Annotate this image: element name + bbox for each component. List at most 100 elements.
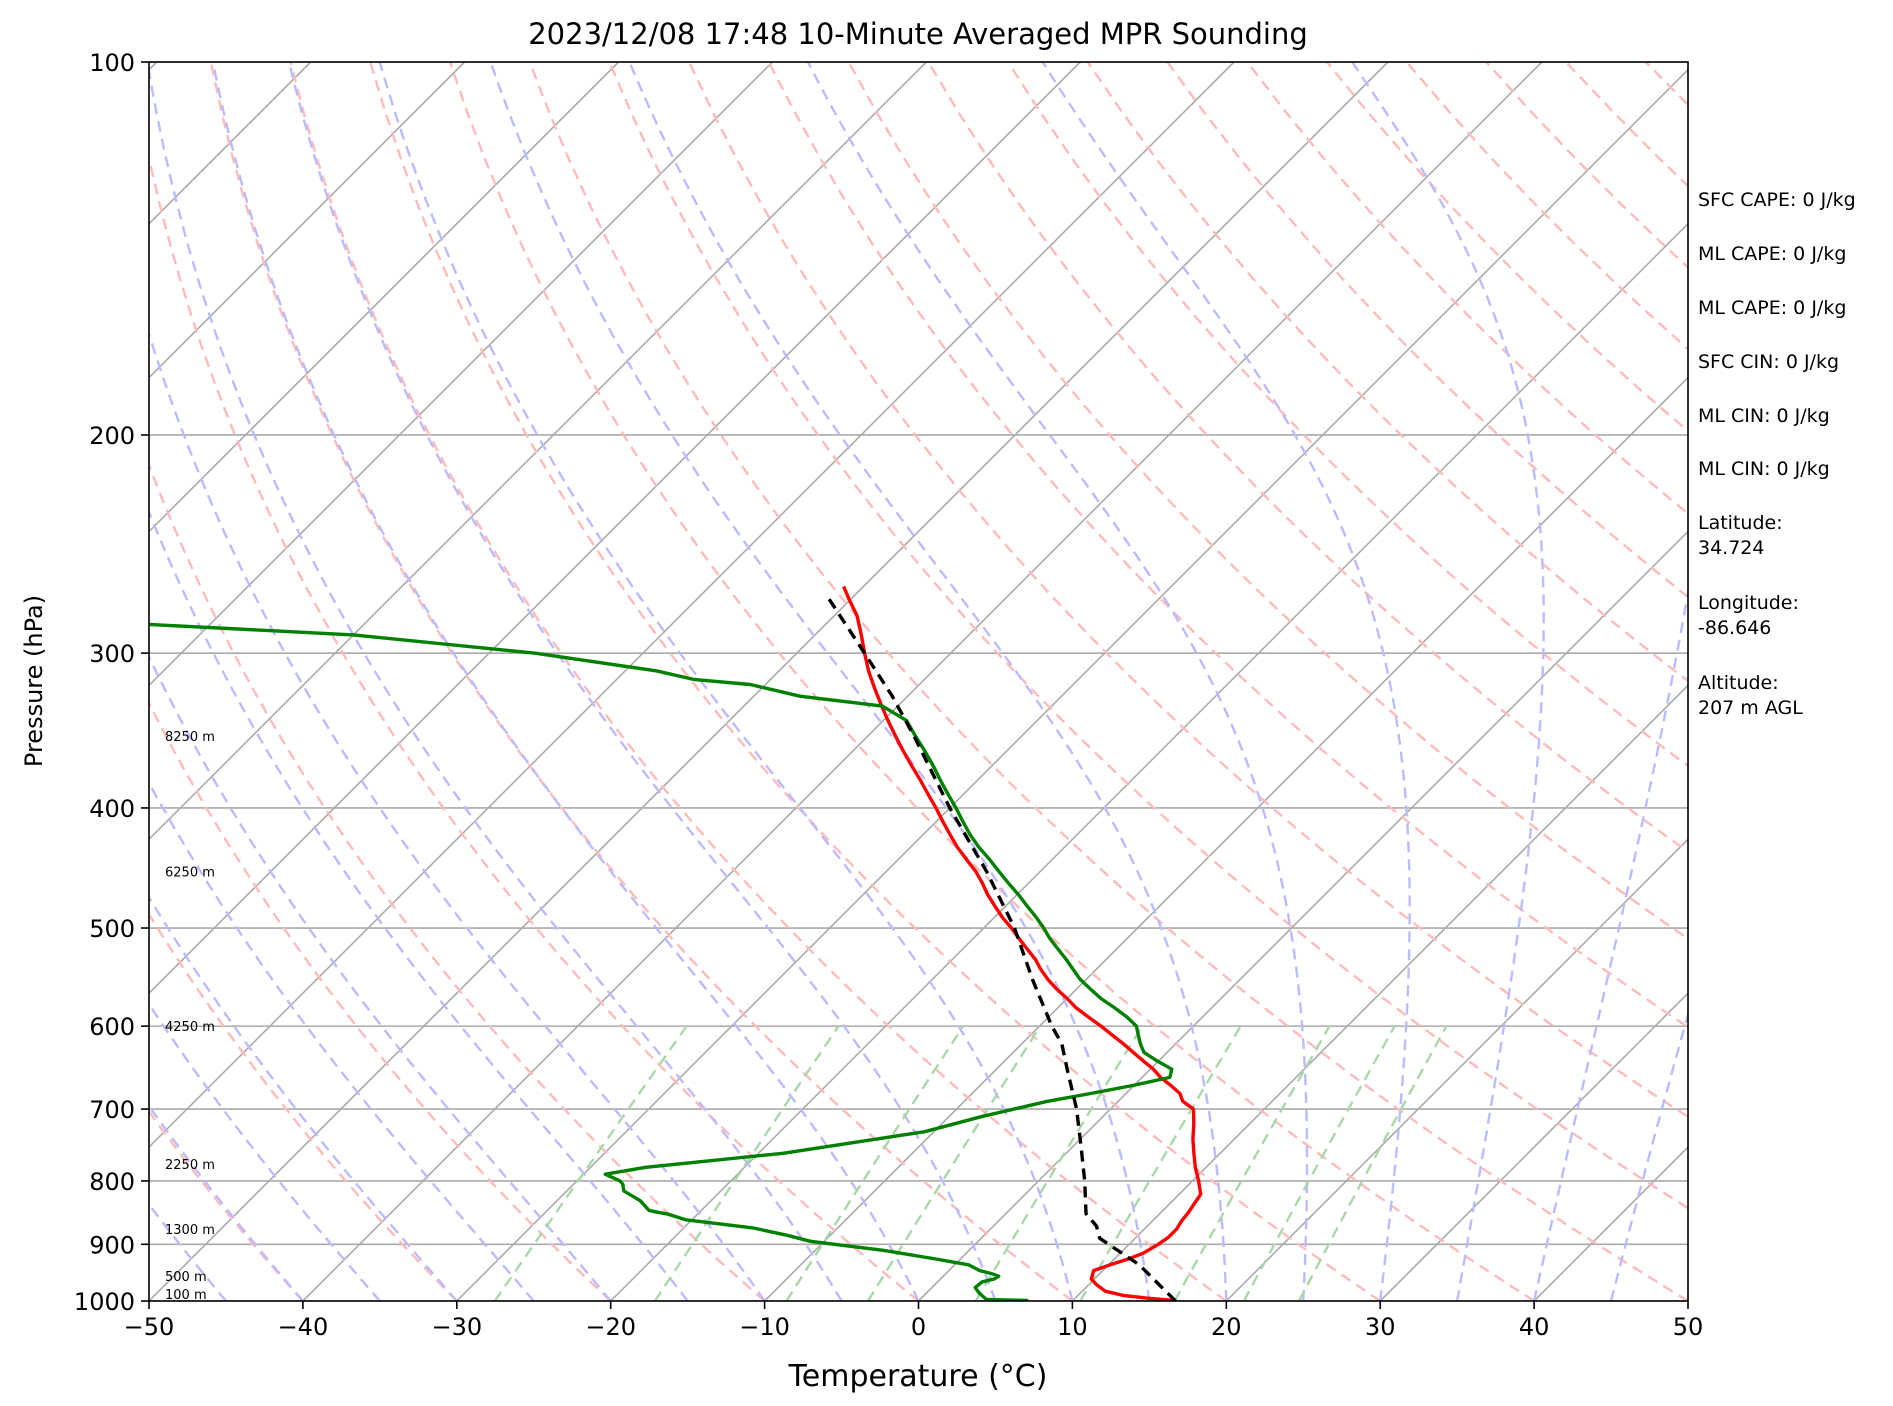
moist-adiabat	[1532, 585, 1688, 1301]
y-axis: 100 200 300 400 500 600 700 800 900 1000	[74, 49, 149, 1316]
height-label: 2250 m	[165, 1158, 215, 1173]
isotherm-line	[149, 62, 466, 379]
x-tick-label: 30	[1365, 1313, 1396, 1341]
isotherm-line	[149, 62, 1081, 995]
y-tick-label: 200	[89, 422, 135, 450]
x-tick-label: −50	[124, 1313, 175, 1341]
ml-cin-text: ML CIN: 0 J/kg	[1698, 405, 1830, 427]
reference-lines	[0, 62, 1893, 1301]
height-label: 500 m	[165, 1270, 207, 1285]
x-axis-label: Temperature (°C)	[788, 1359, 1048, 1394]
dry-adiabat	[289, 62, 1228, 1301]
x-tick-label: −40	[278, 1313, 329, 1341]
moist-adiabat	[149, 895, 458, 1301]
height-labels: 8250 m 6250 m 4250 m 2250 m 1300 m 500 m 100 m	[165, 730, 215, 1303]
moist-adiabat	[149, 329, 766, 1301]
dry-adiabat	[767, 62, 1688, 1029]
plot-frame	[148, 61, 1689, 1302]
x-tick-label: 20	[1211, 1313, 1242, 1341]
mixing-ratio-line	[493, 1025, 688, 1301]
dry-adiabat	[209, 62, 1074, 1301]
dry-adiabat	[149, 700, 612, 1301]
moist-adiabat	[149, 1104, 304, 1301]
isotherm-line	[917, 530, 1688, 1301]
isotherm-line	[149, 62, 927, 841]
sounding-traces	[149, 585, 1203, 1301]
isotherm-line	[610, 222, 1688, 1301]
mixing-ratio-line	[974, 1025, 1144, 1301]
dry-adiabat	[1086, 62, 1688, 683]
altitude-text: Altitude: 207 m AGL	[1698, 672, 1803, 719]
moist-adiabat	[149, 64, 843, 1301]
x-tick-label: 50	[1673, 1313, 1704, 1341]
temperature-trace	[842, 585, 1203, 1301]
mixing-ratio-line	[866, 1025, 1042, 1301]
x-axis: −50 −40 −30 −20 −10 0 10 20 30 40 50	[124, 1301, 1704, 1341]
moist-adiabat	[806, 62, 1309, 1301]
moist-adiabat	[287, 62, 997, 1301]
sfc-cin-text: SFC CIN: 0 J/kg	[1698, 351, 1840, 373]
dry-adiabat	[927, 62, 1688, 854]
x-tick-label: −10	[739, 1313, 790, 1341]
moist-adiabat	[1609, 1010, 1688, 1301]
chart-title: 2023/12/08 17:48 10-Minute Averaged MPR …	[528, 17, 1308, 51]
y-tick-label: 900	[89, 1231, 135, 1259]
x-tick-label: 40	[1519, 1313, 1550, 1341]
dry-adiabat	[608, 62, 1688, 1210]
y-tick-label: 100	[89, 49, 135, 77]
x-tick-label: 10	[1057, 1313, 1088, 1341]
y-tick-label: 400	[89, 795, 135, 823]
y-tick-label: 700	[89, 1096, 135, 1124]
isotherm-line	[456, 68, 1688, 1301]
mixing-ratio-line	[1242, 1025, 1396, 1301]
y-tick-label: 500	[89, 915, 135, 943]
isotherm-line	[149, 62, 620, 533]
isotherm-line	[0, 62, 3, 1301]
dry-adiabat	[448, 62, 1535, 1301]
moist-adiabat	[149, 509, 689, 1301]
moist-adiabat	[628, 62, 1228, 1301]
height-label: 6250 m	[165, 865, 215, 880]
x-tick-label: −20	[585, 1313, 636, 1341]
mixing-ratio-line	[1297, 1025, 1448, 1301]
latitude-text: Latitude: 34.724	[1698, 512, 1783, 559]
dewpoint-trace	[149, 622, 1174, 1301]
dry-adiabat	[1885, 62, 1893, 1301]
ml-cape-text: ML CAPE: 0 J/kg	[1698, 243, 1847, 265]
height-label: 100 m	[165, 1288, 207, 1303]
dry-adiabat	[149, 152, 920, 1301]
isotherm-line	[149, 62, 773, 687]
height-label: 1300 m	[165, 1223, 215, 1238]
moist-adiabat	[149, 654, 612, 1301]
dry-adiabat	[847, 62, 1688, 941]
moist-adiabat	[149, 1002, 381, 1301]
isotherm-line	[1071, 684, 1688, 1301]
ml-cape-text-2: ML CAPE: 0 J/kg	[1698, 297, 1847, 319]
y-tick-label: 300	[89, 640, 135, 668]
moist-adiabat	[149, 1202, 227, 1301]
y-tick-label: 1000	[74, 1288, 135, 1316]
y-tick-label: 600	[89, 1013, 135, 1041]
y-tick-label: 800	[89, 1168, 135, 1196]
mixing-ratio-line	[653, 1025, 840, 1301]
height-label: 4250 m	[165, 1020, 215, 1035]
sfc-cape-text: SFC CAPE: 0 J/kg	[1698, 189, 1856, 211]
moist-adiabat	[149, 780, 535, 1301]
dry-adiabat	[688, 62, 1688, 1119]
dry-adiabat	[149, 461, 766, 1301]
moist-adiabat	[211, 62, 920, 1301]
isotherm-line	[764, 376, 1688, 1301]
isotherm-line	[149, 62, 1235, 1149]
mixing-ratio-line	[785, 1025, 965, 1301]
mixing-ratio-line	[1173, 1025, 1331, 1301]
height-label: 8250 m	[165, 730, 215, 745]
dry-adiabat	[528, 62, 1688, 1301]
longitude-text: Longitude: -86.646	[1698, 592, 1799, 639]
moist-adiabat	[378, 62, 1074, 1301]
x-tick-label: 0	[911, 1313, 926, 1341]
x-tick-label: −30	[431, 1313, 482, 1341]
mixing-ratio-line	[1079, 1025, 1242, 1301]
dry-adiabat	[149, 1109, 304, 1301]
moist-adiabat	[1351, 62, 1545, 1301]
